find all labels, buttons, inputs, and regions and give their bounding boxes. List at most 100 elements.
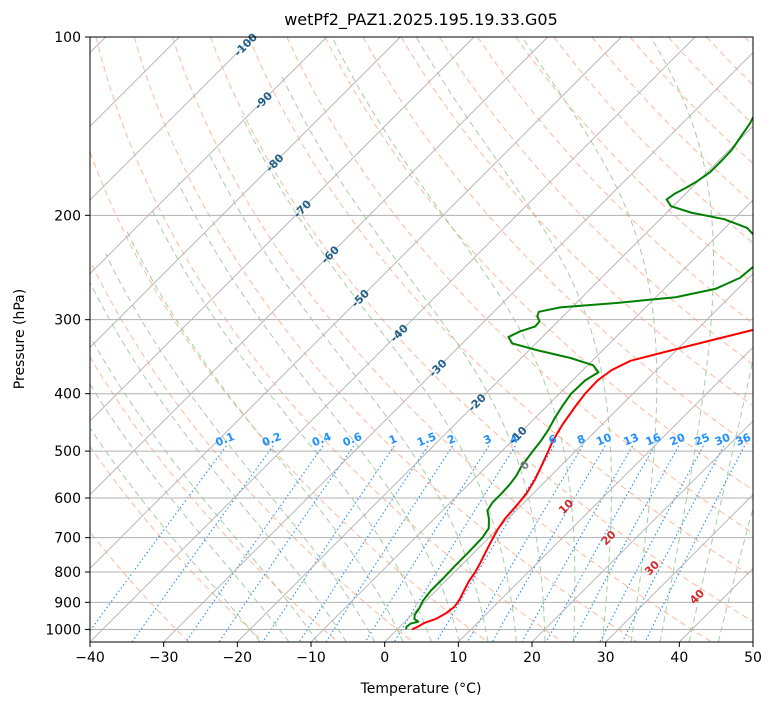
plot-frame xyxy=(89,36,754,643)
moist-adiabat-line xyxy=(105,253,376,642)
moist-adiabat-line xyxy=(717,506,753,642)
isotherm-line xyxy=(90,37,548,496)
x-tick-label: 10 xyxy=(449,650,467,666)
mixing-ratio-line xyxy=(325,445,454,642)
dry-adiabat-line xyxy=(90,356,339,642)
moist-adiabat-line xyxy=(521,37,658,642)
moist-adiabat-line xyxy=(90,426,261,642)
mixing-ratio-label: 2 xyxy=(445,432,457,447)
x-tick-label: −10 xyxy=(296,650,326,666)
moist-adiabat-line xyxy=(331,37,576,642)
mixing-ratio-line xyxy=(262,445,395,642)
profile-series xyxy=(405,115,753,631)
mixing-ratio-label: 36 xyxy=(734,431,753,449)
dry-adiabat-line xyxy=(439,37,753,366)
dry-adiabat-line xyxy=(591,37,753,204)
moist-adiabat-line xyxy=(90,281,347,642)
mixing-ratio-line xyxy=(491,445,606,642)
y-tick-label: 900 xyxy=(54,595,81,611)
isotherm-line xyxy=(237,125,753,642)
x-tick-label: −40 xyxy=(75,650,105,666)
x-tick-label: 50 xyxy=(744,650,762,666)
mixing-ratio-label: 16 xyxy=(644,431,663,449)
isotherm-line xyxy=(90,37,327,275)
isotherm-line xyxy=(90,37,622,569)
mixing-ratio-label: 8 xyxy=(575,432,587,447)
plot-area xyxy=(90,37,753,642)
mixing-ratio-line xyxy=(545,445,656,642)
dry-adiabat-line xyxy=(95,37,563,642)
mixing-ratio-line xyxy=(521,445,633,642)
moist-adiabat-line xyxy=(177,182,461,642)
isotherm-line xyxy=(531,420,753,642)
dry-adiabat-line xyxy=(248,37,753,578)
dry-adiabat-line xyxy=(171,37,712,642)
y-tick-label: 1000 xyxy=(45,622,81,638)
isotherm-line xyxy=(458,346,753,642)
temperature-profile xyxy=(411,328,753,631)
x-axis-label: Temperature (°C) xyxy=(360,681,482,697)
mixing-ratio-line xyxy=(90,445,227,632)
dry-adiabat-line xyxy=(210,37,753,623)
y-axis-label: Pressure (hPa) xyxy=(12,289,28,389)
moist-adiabat-line xyxy=(415,37,612,642)
dry-adiabat-line xyxy=(400,37,753,407)
isotherm-line xyxy=(163,52,753,642)
dry-adiabat-line xyxy=(553,37,753,244)
y-axis-ticks: 1000 900 800 700 600 500 400 300 200 100 xyxy=(45,30,90,638)
isotherm-line xyxy=(310,199,753,642)
x-tick-label: −20 xyxy=(223,650,253,666)
y-tick-label: 600 xyxy=(54,491,81,507)
y-tick-label: 400 xyxy=(54,387,81,403)
x-tick-label: 20 xyxy=(523,650,541,666)
x-tick-label: 30 xyxy=(597,650,615,666)
mixing-ratio-line xyxy=(131,445,274,642)
dry-adiabat-line xyxy=(90,150,488,642)
dry-adiabat-line xyxy=(324,37,753,491)
isotherms xyxy=(90,37,753,642)
mixing-ratio-label: 10 xyxy=(594,431,613,449)
x-tick-label: 0 xyxy=(380,650,389,666)
mixing-ratio-line xyxy=(393,445,516,642)
mixing-ratio-line xyxy=(644,445,746,642)
mixing-ratio-label: 25 xyxy=(693,431,712,449)
mixing-ratio-label: 13 xyxy=(622,431,641,449)
dry-adiabat-line xyxy=(90,259,414,642)
mixing-ratio-label: 30 xyxy=(713,431,732,449)
mixing-ratio-lines xyxy=(90,445,746,642)
isotherm-line xyxy=(605,494,753,642)
mixing-ratio-line xyxy=(599,445,704,642)
moist-adiabat-line xyxy=(126,230,404,642)
isotherm-line xyxy=(90,37,401,348)
mixing-ratio-label: 20 xyxy=(668,431,687,449)
dry-adiabat-line xyxy=(133,37,638,642)
mixing-ratio-line xyxy=(185,445,324,642)
mixing-ratio-line xyxy=(572,445,680,642)
mixing-ratio-label: 1 xyxy=(387,432,399,447)
isotherm-line xyxy=(384,273,753,642)
y-tick-label: 700 xyxy=(54,531,81,547)
moist-adiabat-line xyxy=(90,335,319,642)
moist-adiabat-line xyxy=(90,383,290,642)
y-tick-label: 800 xyxy=(54,565,81,581)
isotherm-line xyxy=(90,37,696,642)
moist-adiabat-line xyxy=(207,151,489,642)
dry-adiabat-line xyxy=(90,445,264,642)
dry-adiabat-line xyxy=(286,37,753,534)
moist-adiabat-line xyxy=(688,357,753,642)
mixing-ratio-line xyxy=(364,445,490,642)
y-tick-label: 200 xyxy=(54,208,81,224)
x-tick-label: 40 xyxy=(670,650,688,666)
x-axis-ticks: −40 −30 −20 −10 0 10 20 30 40 50 xyxy=(75,642,762,666)
y-tick-label: 100 xyxy=(54,30,81,46)
y-tick-label: 500 xyxy=(54,444,81,460)
isotherm-line xyxy=(90,37,254,201)
x-tick-label: −30 xyxy=(149,650,179,666)
moist-adiabat-line xyxy=(151,209,432,642)
y-tick-label: 300 xyxy=(54,313,81,329)
chart-title: wetPf2_PAZ1.2025.195.19.33.G05 xyxy=(284,10,558,30)
moist-adiabat-line xyxy=(650,37,715,642)
dewpoint-profile xyxy=(405,115,753,630)
